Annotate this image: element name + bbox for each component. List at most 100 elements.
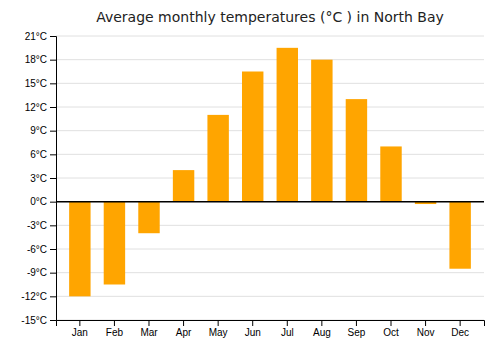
y-tick-label: 9°C	[30, 125, 47, 136]
y-tick-label: -3°C	[27, 220, 47, 231]
y-tick-mark	[50, 83, 56, 84]
x-tick: Nov	[417, 320, 435, 338]
y-tick: 21°C	[25, 31, 56, 42]
y-tick: 18°C	[25, 54, 56, 65]
y-tick: 3°C	[30, 173, 56, 184]
y-tick-mark	[50, 296, 56, 297]
y-tick-mark	[50, 154, 56, 155]
y-tick-mark	[50, 60, 56, 61]
x-tick-mark	[114, 320, 115, 326]
x-tick-mark	[218, 320, 219, 326]
y-tick-mark	[50, 107, 56, 108]
bar	[69, 202, 90, 297]
x-tick: Aug	[313, 320, 331, 338]
y-tick-mark	[50, 131, 56, 132]
grid-line	[56, 36, 484, 37]
bar	[207, 115, 228, 202]
y-tick-label: 21°C	[25, 31, 47, 42]
title: Average monthly temperatures (°C ) in No…	[96, 9, 444, 25]
x-tick: May	[209, 320, 228, 338]
x-tick-mark	[356, 320, 357, 326]
x-tick: Jul	[281, 320, 294, 338]
y-tick-label: 6°C	[30, 149, 47, 160]
bar	[380, 146, 401, 201]
grid-line	[56, 178, 484, 179]
y-tick: -3°C	[27, 220, 56, 231]
plot-area	[56, 48, 484, 297]
bar	[104, 202, 125, 285]
y-tick-mark	[50, 273, 56, 274]
y-tick: -15°C	[21, 315, 56, 326]
x-tick-mark	[425, 320, 426, 326]
x-tick-mark	[460, 320, 461, 326]
x-tick-label: Aug	[313, 327, 331, 338]
chart: Jan Feb Mar Apr May Jun Jul Aug Sep Oct Nov Dec -15°…	[0, 0, 500, 350]
y-tick-label: 3°C	[30, 173, 47, 184]
grid	[56, 36, 484, 320]
y-tick-mark	[50, 320, 56, 321]
x-tick-label: Dec	[451, 327, 469, 338]
y-tick-label: 12°C	[25, 102, 47, 113]
x-tick: Oct	[383, 320, 399, 338]
x-tick-label: Jun	[245, 327, 261, 338]
x-axis: Jan Feb Mar Apr May Jun Jul Aug Sep Oct Nov Dec	[57, 320, 485, 338]
x-tick: Mar	[140, 320, 158, 338]
y-tick: 6°C	[30, 149, 56, 160]
x-tick-label: Mar	[140, 327, 158, 338]
x-tick: Dec	[451, 320, 469, 338]
bar	[449, 202, 470, 269]
y-tick: 15°C	[25, 78, 56, 89]
y-tick: 9°C	[30, 125, 56, 136]
y-tick: -12°C	[21, 291, 56, 302]
y-tick-mark	[50, 202, 56, 203]
x-tick-mark	[321, 320, 322, 326]
x-tick-label: Jan	[72, 327, 88, 338]
y-tick: 12°C	[25, 102, 56, 113]
y-tick-label: -9°C	[27, 267, 47, 278]
x-tick-mark	[391, 320, 392, 326]
x-tick-label: Oct	[383, 327, 399, 338]
x-tick: Sep	[348, 320, 366, 338]
grid-line	[56, 130, 484, 131]
grid-line	[56, 296, 484, 297]
x-axis-line	[57, 321, 485, 327]
x-tick-mark	[287, 320, 288, 326]
x-tick-mark	[252, 320, 253, 326]
y-tick-label: -6°C	[27, 244, 47, 255]
x-tick: Apr	[176, 320, 192, 338]
y-tick-label: -12°C	[21, 291, 47, 302]
bar	[242, 72, 263, 202]
x-tick: Feb	[106, 320, 124, 338]
x-tick-mark	[183, 320, 184, 326]
x-tick-mark	[79, 320, 80, 326]
bar	[311, 60, 332, 202]
x-tick-label: Sep	[348, 327, 366, 338]
y-tick: -6°C	[27, 244, 56, 255]
x-tick-label: Feb	[106, 327, 124, 338]
bar	[346, 99, 367, 202]
bar	[277, 48, 298, 202]
x-tick-mark	[148, 320, 149, 326]
x-tick-label: Apr	[176, 327, 192, 338]
x-tick: Jun	[245, 320, 261, 338]
grid-line	[56, 154, 484, 155]
y-axis: -15°C -12°C -9°C -6°C -3°C 0°C 3°C 6°C 9°C 12°C 15…	[21, 31, 56, 326]
grid-line	[56, 83, 484, 84]
y-tick-mark	[50, 249, 56, 250]
grid-line	[56, 59, 484, 60]
y-tick-label: -15°C	[21, 315, 47, 326]
grid-line	[56, 201, 484, 202]
y-tick-label: 18°C	[25, 54, 47, 65]
x-tick: Jan	[72, 320, 88, 338]
y-axis-line	[50, 37, 57, 321]
grid-line	[56, 107, 484, 108]
y-tick-mark	[50, 225, 56, 226]
baseline	[56, 201, 484, 203]
y-tick-label: 0°C	[30, 196, 47, 207]
y-tick-label: 15°C	[25, 78, 47, 89]
bar	[138, 202, 159, 234]
y-tick-mark	[50, 178, 56, 179]
y-tick-mark	[50, 36, 56, 37]
x-tick-label: Nov	[417, 327, 435, 338]
y-tick: -9°C	[27, 267, 56, 278]
